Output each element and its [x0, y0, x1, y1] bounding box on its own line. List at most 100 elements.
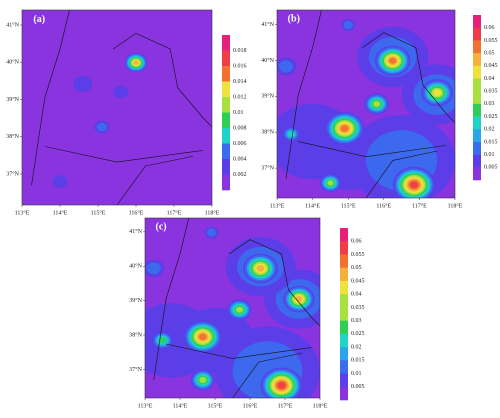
colorbar-segment: [222, 159, 230, 175]
lat-tick-label: 38°N: [261, 129, 274, 136]
lon-tick-label: 118°E: [205, 209, 220, 216]
colorbar-tick-label: 0.025: [484, 114, 498, 120]
colorbar-segment: [340, 280, 348, 295]
colorbar-segment: [222, 143, 230, 160]
lat-tick-label: 39°N: [261, 93, 274, 100]
colorbar-tick-label: 0.045: [484, 63, 498, 69]
colorbar-tick-label: 0.04: [351, 292, 362, 298]
colorbar-segment: [473, 103, 481, 117]
colorbar-segment: [222, 112, 230, 129]
colorbar-segment: [473, 65, 481, 79]
concentration-contour: [278, 60, 294, 73]
colorbar-tick-label: 0.01: [351, 371, 362, 377]
lat-tick-label: 41°N: [6, 21, 19, 28]
lat-tick-label: 37°N: [129, 366, 142, 373]
concentration-contour: [113, 85, 129, 99]
lat-tick-label: 41°N: [261, 21, 274, 28]
colorbar-tick-label: 0.016: [233, 63, 247, 69]
colorbar-tick-label: 0.02: [484, 127, 495, 133]
colorbar-segment: [340, 267, 348, 282]
colorbar-segment: [222, 174, 230, 191]
concentration-contour: [199, 377, 207, 383]
colorbar-segment: [340, 294, 348, 308]
colorbar-segment: [473, 78, 481, 92]
colorbar-segment: [473, 154, 481, 168]
lon-tick-label: 114°E: [305, 202, 320, 209]
colorbar-segment: [473, 15, 481, 28]
concentration-contour: [433, 89, 442, 97]
colorbar-tick-label: 0.055: [484, 38, 498, 44]
concentration-contour: [159, 337, 166, 344]
concentration-contour: [295, 296, 303, 302]
lon-tick-label: 115°E: [208, 402, 223, 409]
colorbar-segment: [222, 128, 230, 144]
lat-tick-label: 39°N: [6, 96, 19, 103]
colorbar-tick-label: 0.05: [484, 50, 495, 56]
lat-tick-label: 40°N: [261, 57, 274, 64]
boundary-line: [285, 10, 455, 198]
colorbar-segment: [473, 27, 481, 41]
lon-tick-label: 116°E: [376, 202, 391, 209]
lon-tick-label: 118°E: [313, 402, 328, 409]
colorbar-tick-label: 0.04: [484, 76, 495, 82]
colorbar-segment: [473, 141, 481, 155]
colorbar-segment: [473, 53, 481, 67]
concentration-contour: [236, 306, 243, 313]
colorbar-segment: [340, 347, 348, 361]
colorbar-segment: [473, 40, 481, 54]
colorbar-segment: [473, 167, 481, 181]
colorbar-segment: [473, 129, 481, 143]
colorbar-segment: [222, 81, 230, 98]
colorbar-tick-label: 0.06: [351, 239, 362, 245]
boundary-line: [153, 218, 320, 398]
colorbar-tick-label: 0.014: [233, 79, 247, 85]
colorbar-tick-label: 0.006: [233, 141, 247, 147]
colorbar-segment: [340, 333, 348, 348]
colorbar-tick-label: 0.012: [233, 94, 247, 100]
colorbar-tick-label: 0.035: [484, 89, 498, 95]
map-frame: [21, 9, 213, 206]
concentration-contour: [73, 76, 93, 93]
map-frame: [144, 217, 321, 399]
colorbar-tick-label: 0.03: [351, 318, 362, 324]
colorbar-tick-label: 0.015: [484, 139, 498, 145]
colorbar-segment: [222, 35, 230, 51]
lon-tick-label: 115°E: [341, 202, 356, 209]
colorbar-tick-label: 0.03: [484, 101, 495, 107]
lat-tick-label: 37°N: [261, 164, 274, 171]
lon-tick-label: 113°E: [138, 402, 153, 409]
lon-tick-label: 115°E: [91, 209, 106, 216]
colorbar-segment: [340, 254, 348, 268]
colorbar-segment: [473, 91, 481, 105]
concentration-contour: [373, 100, 381, 108]
lat-tick-label: 37°N: [6, 170, 19, 177]
colorbar-segment: [340, 320, 348, 335]
colorbar-tick-label: 0.05: [351, 265, 362, 271]
colorbar-segment: [340, 373, 348, 388]
colorbar-tick-label: 0.045: [351, 278, 365, 284]
colorbar-tick-label: 0.005: [484, 165, 498, 171]
colorbar-segment: [222, 66, 230, 82]
concentration-contour: [146, 262, 161, 275]
colorbar-segment: [340, 241, 348, 255]
concentration-contour: [287, 131, 295, 138]
lon-tick-label: 116°E: [243, 402, 258, 409]
lon-tick-label: 116°E: [129, 209, 144, 216]
colorbar-segment: [222, 97, 230, 113]
concentration-contour: [256, 265, 265, 272]
colorbar-segment: [340, 307, 348, 321]
colorbar-tick-label: 0.06: [484, 25, 495, 31]
panel-label: (b): [288, 14, 300, 25]
concentration-contour: [343, 21, 353, 30]
concentration-contour: [277, 382, 286, 389]
colorbar-tick-label: 0.055: [351, 252, 365, 258]
lon-tick-label: 117°E: [278, 402, 293, 409]
lon-tick-label: 113°E: [270, 202, 285, 209]
concentration-contour: [206, 228, 217, 237]
panel-label: (c): [156, 221, 167, 232]
map-field: [22, 10, 212, 205]
lat-tick-label: 40°N: [6, 59, 19, 66]
colorbar-tick-label: 0.018: [233, 48, 247, 54]
concentration-contour: [340, 125, 349, 132]
lon-tick-label: 117°E: [167, 209, 182, 216]
